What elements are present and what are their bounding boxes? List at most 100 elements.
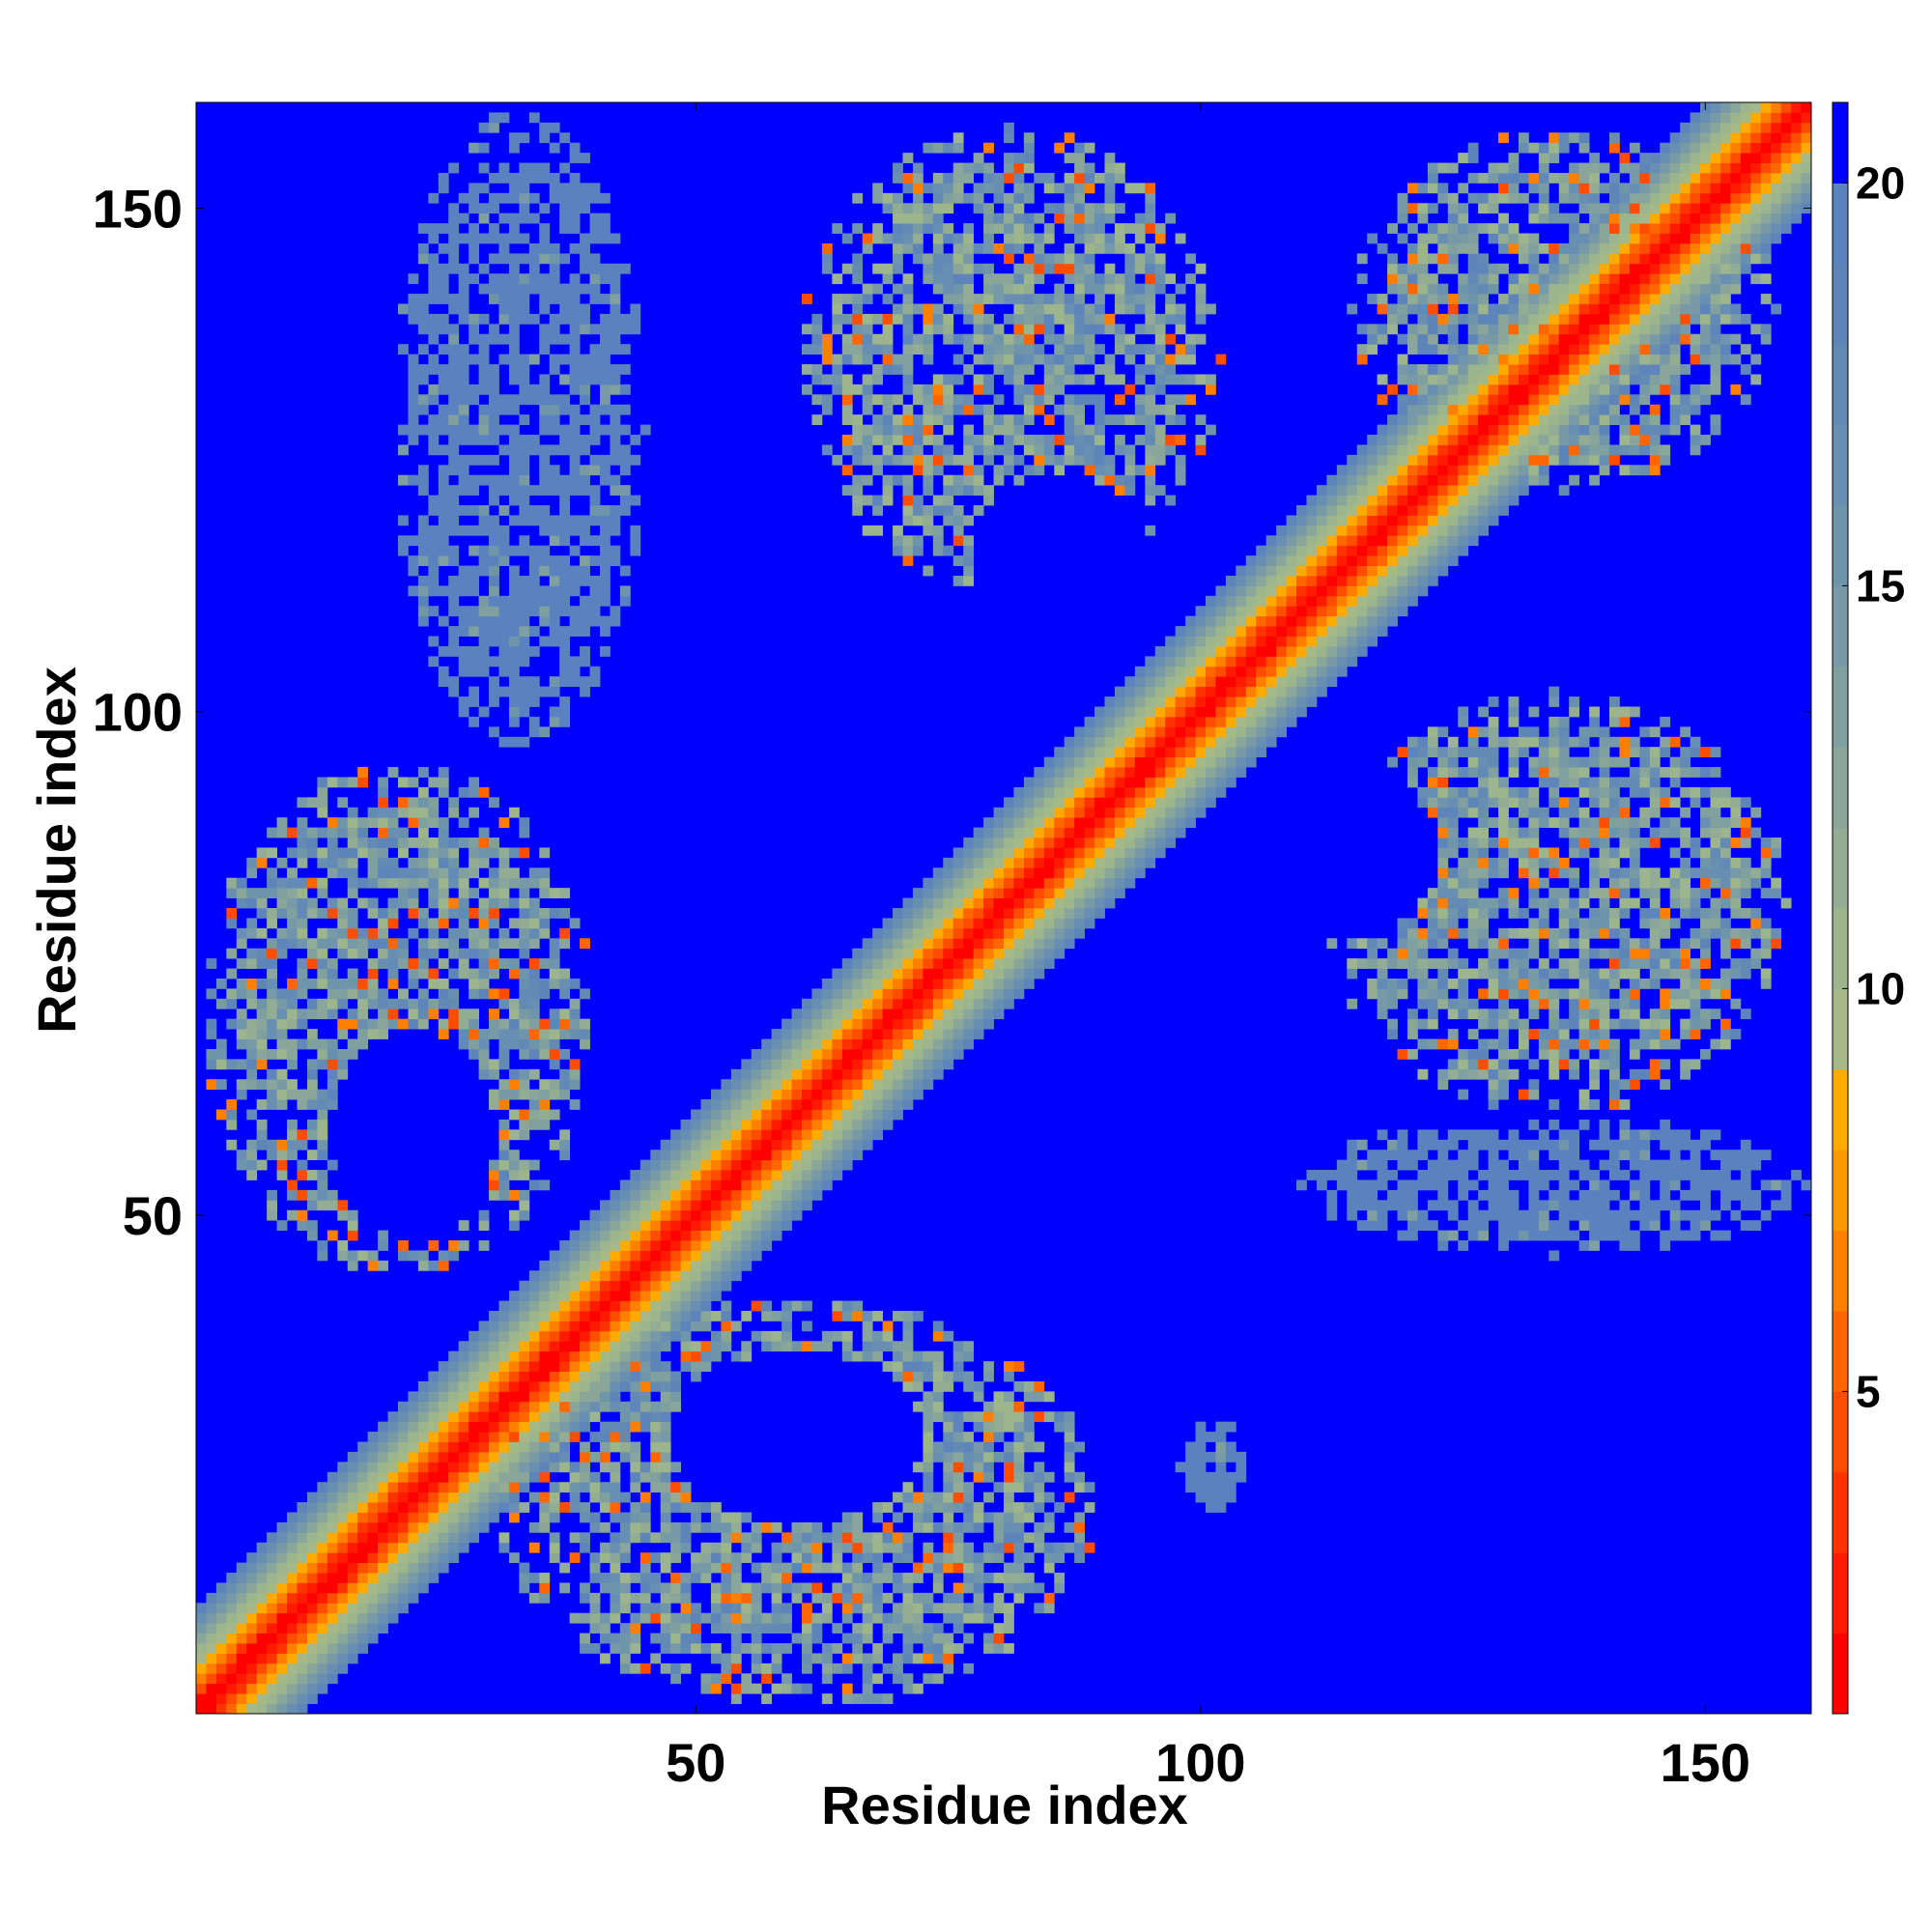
- heatmap-cell: [1467, 1230, 1479, 1241]
- heatmap-cell: [1034, 777, 1045, 788]
- heatmap-cell: [670, 1623, 681, 1634]
- heatmap-cell: [448, 1350, 460, 1362]
- heatmap-cell: [1508, 747, 1520, 758]
- heatmap-cell: [1639, 938, 1651, 950]
- heatmap-cell: [378, 1240, 388, 1251]
- heatmap-cell: [983, 1411, 994, 1423]
- heatmap-cell: [1719, 1150, 1731, 1161]
- heatmap-cell: [1004, 958, 1014, 969]
- heatmap-cell: [1478, 847, 1489, 859]
- heatmap-cell: [438, 1401, 449, 1412]
- heatmap-cell: [1478, 908, 1489, 919]
- heatmap-cell: [528, 1311, 540, 1321]
- heatmap-cell: [1034, 767, 1045, 778]
- heatmap-cell: [337, 777, 349, 788]
- heatmap-cell: [721, 1562, 732, 1574]
- heatmap-cell: [791, 1189, 803, 1201]
- heatmap-cell: [619, 1240, 631, 1251]
- heatmap-cell: [811, 1562, 823, 1574]
- heatmap-cell: [1064, 897, 1075, 909]
- heatmap-cell: [811, 1653, 823, 1664]
- heatmap-cell: [398, 998, 409, 1009]
- heatmap-cell: [387, 948, 399, 959]
- heatmap-cell: [1599, 817, 1610, 828]
- heatmap-cell: [700, 1683, 712, 1694]
- heatmap-cell: [993, 927, 1005, 939]
- heatmap-cell: [387, 978, 399, 989]
- heatmap-cell: [1710, 1129, 1721, 1141]
- heatmap-cell: [215, 1592, 227, 1604]
- heatmap-cell: [347, 817, 358, 828]
- heatmap-cell: [1771, 877, 1782, 889]
- heatmap-cell: [650, 1411, 662, 1423]
- heatmap-cell: [761, 1562, 773, 1574]
- heatmap-cell: [1548, 1038, 1560, 1050]
- heatmap-cell: [327, 1542, 338, 1553]
- heatmap-cell: [1649, 1038, 1661, 1050]
- heatmap-cell: [912, 1562, 923, 1574]
- heatmap-cell: [478, 988, 490, 1000]
- heatmap-cell: [1589, 1018, 1600, 1030]
- heatmap-cell: [660, 1159, 671, 1171]
- heatmap-cell: [1023, 927, 1035, 939]
- heatmap-cell: [1054, 817, 1065, 828]
- heatmap-plot-area: [196, 102, 1812, 1715]
- heatmap-cell: [528, 1068, 540, 1080]
- heatmap-cell: [983, 888, 994, 898]
- heatmap-cell: [489, 1421, 499, 1433]
- heatmap-cell: [508, 1291, 520, 1301]
- heatmap-cell: [417, 1451, 429, 1463]
- heatmap-cell: [1569, 1150, 1580, 1161]
- heatmap-cell: [670, 1502, 681, 1513]
- heatmap-cell: [1649, 1129, 1661, 1141]
- heatmap-cell: [1356, 958, 1368, 969]
- heatmap-cell: [1397, 938, 1408, 950]
- heatmap-cell: [549, 1109, 560, 1121]
- heatmap-cell: [498, 1330, 510, 1342]
- heatmap-cell: [398, 988, 409, 1000]
- heatmap-cell: [539, 1048, 551, 1060]
- heatmap-cell: [1427, 1170, 1438, 1180]
- heatmap-cell: [1084, 1482, 1095, 1493]
- heatmap-cell: [610, 1502, 621, 1513]
- heatmap-cell: [306, 978, 318, 989]
- heatmap-cell: [498, 1099, 510, 1110]
- heatmap-cell: [1660, 1038, 1671, 1050]
- heatmap-cell: [691, 1159, 701, 1171]
- heatmap-cell: [802, 1582, 812, 1594]
- heatmap-cell: [710, 1189, 722, 1201]
- heatmap-cell: [923, 927, 934, 939]
- heatmap-cell: [1558, 767, 1570, 778]
- heatmap-cell: [1589, 1099, 1600, 1110]
- heatmap-cell: [317, 1119, 328, 1130]
- heatmap-cell: [841, 1573, 853, 1583]
- heatmap-cell: [1548, 747, 1560, 758]
- heatmap-cell: [1004, 1451, 1014, 1463]
- heatmap-cell: [246, 1612, 258, 1624]
- heatmap-cell: [1578, 807, 1590, 818]
- heatmap-cell: [771, 1129, 782, 1141]
- heatmap-cell: [1437, 797, 1449, 809]
- heatmap-cell: [196, 1633, 207, 1644]
- heatmap-cell: [660, 1662, 671, 1674]
- heatmap-cell: [549, 1391, 560, 1403]
- heatmap-cell: [378, 1502, 388, 1513]
- heatmap-cell: [1043, 777, 1055, 788]
- heatmap-cell: [639, 1512, 651, 1523]
- heatmap-cell: [1397, 1129, 1408, 1141]
- heatmap-cell: [519, 927, 530, 939]
- heatmap-cell: [569, 1321, 581, 1332]
- heatmap-cell: [549, 1311, 560, 1321]
- heatmap-cell: [1599, 927, 1610, 939]
- heatmap-cell: [691, 1220, 701, 1231]
- heatmap-cell: [1437, 1079, 1449, 1091]
- heatmap-cell: [559, 1432, 571, 1442]
- heatmap-cell: [1740, 1189, 1751, 1201]
- heatmap-cell: [489, 1371, 499, 1382]
- heatmap-cell: [791, 1109, 803, 1121]
- heatmap-cell: [1719, 888, 1731, 898]
- heatmap-cell: [1488, 1009, 1499, 1020]
- heatmap-cell: [943, 1451, 954, 1463]
- heatmap-cell: [1518, 927, 1529, 939]
- heatmap-cell: [1488, 1059, 1499, 1070]
